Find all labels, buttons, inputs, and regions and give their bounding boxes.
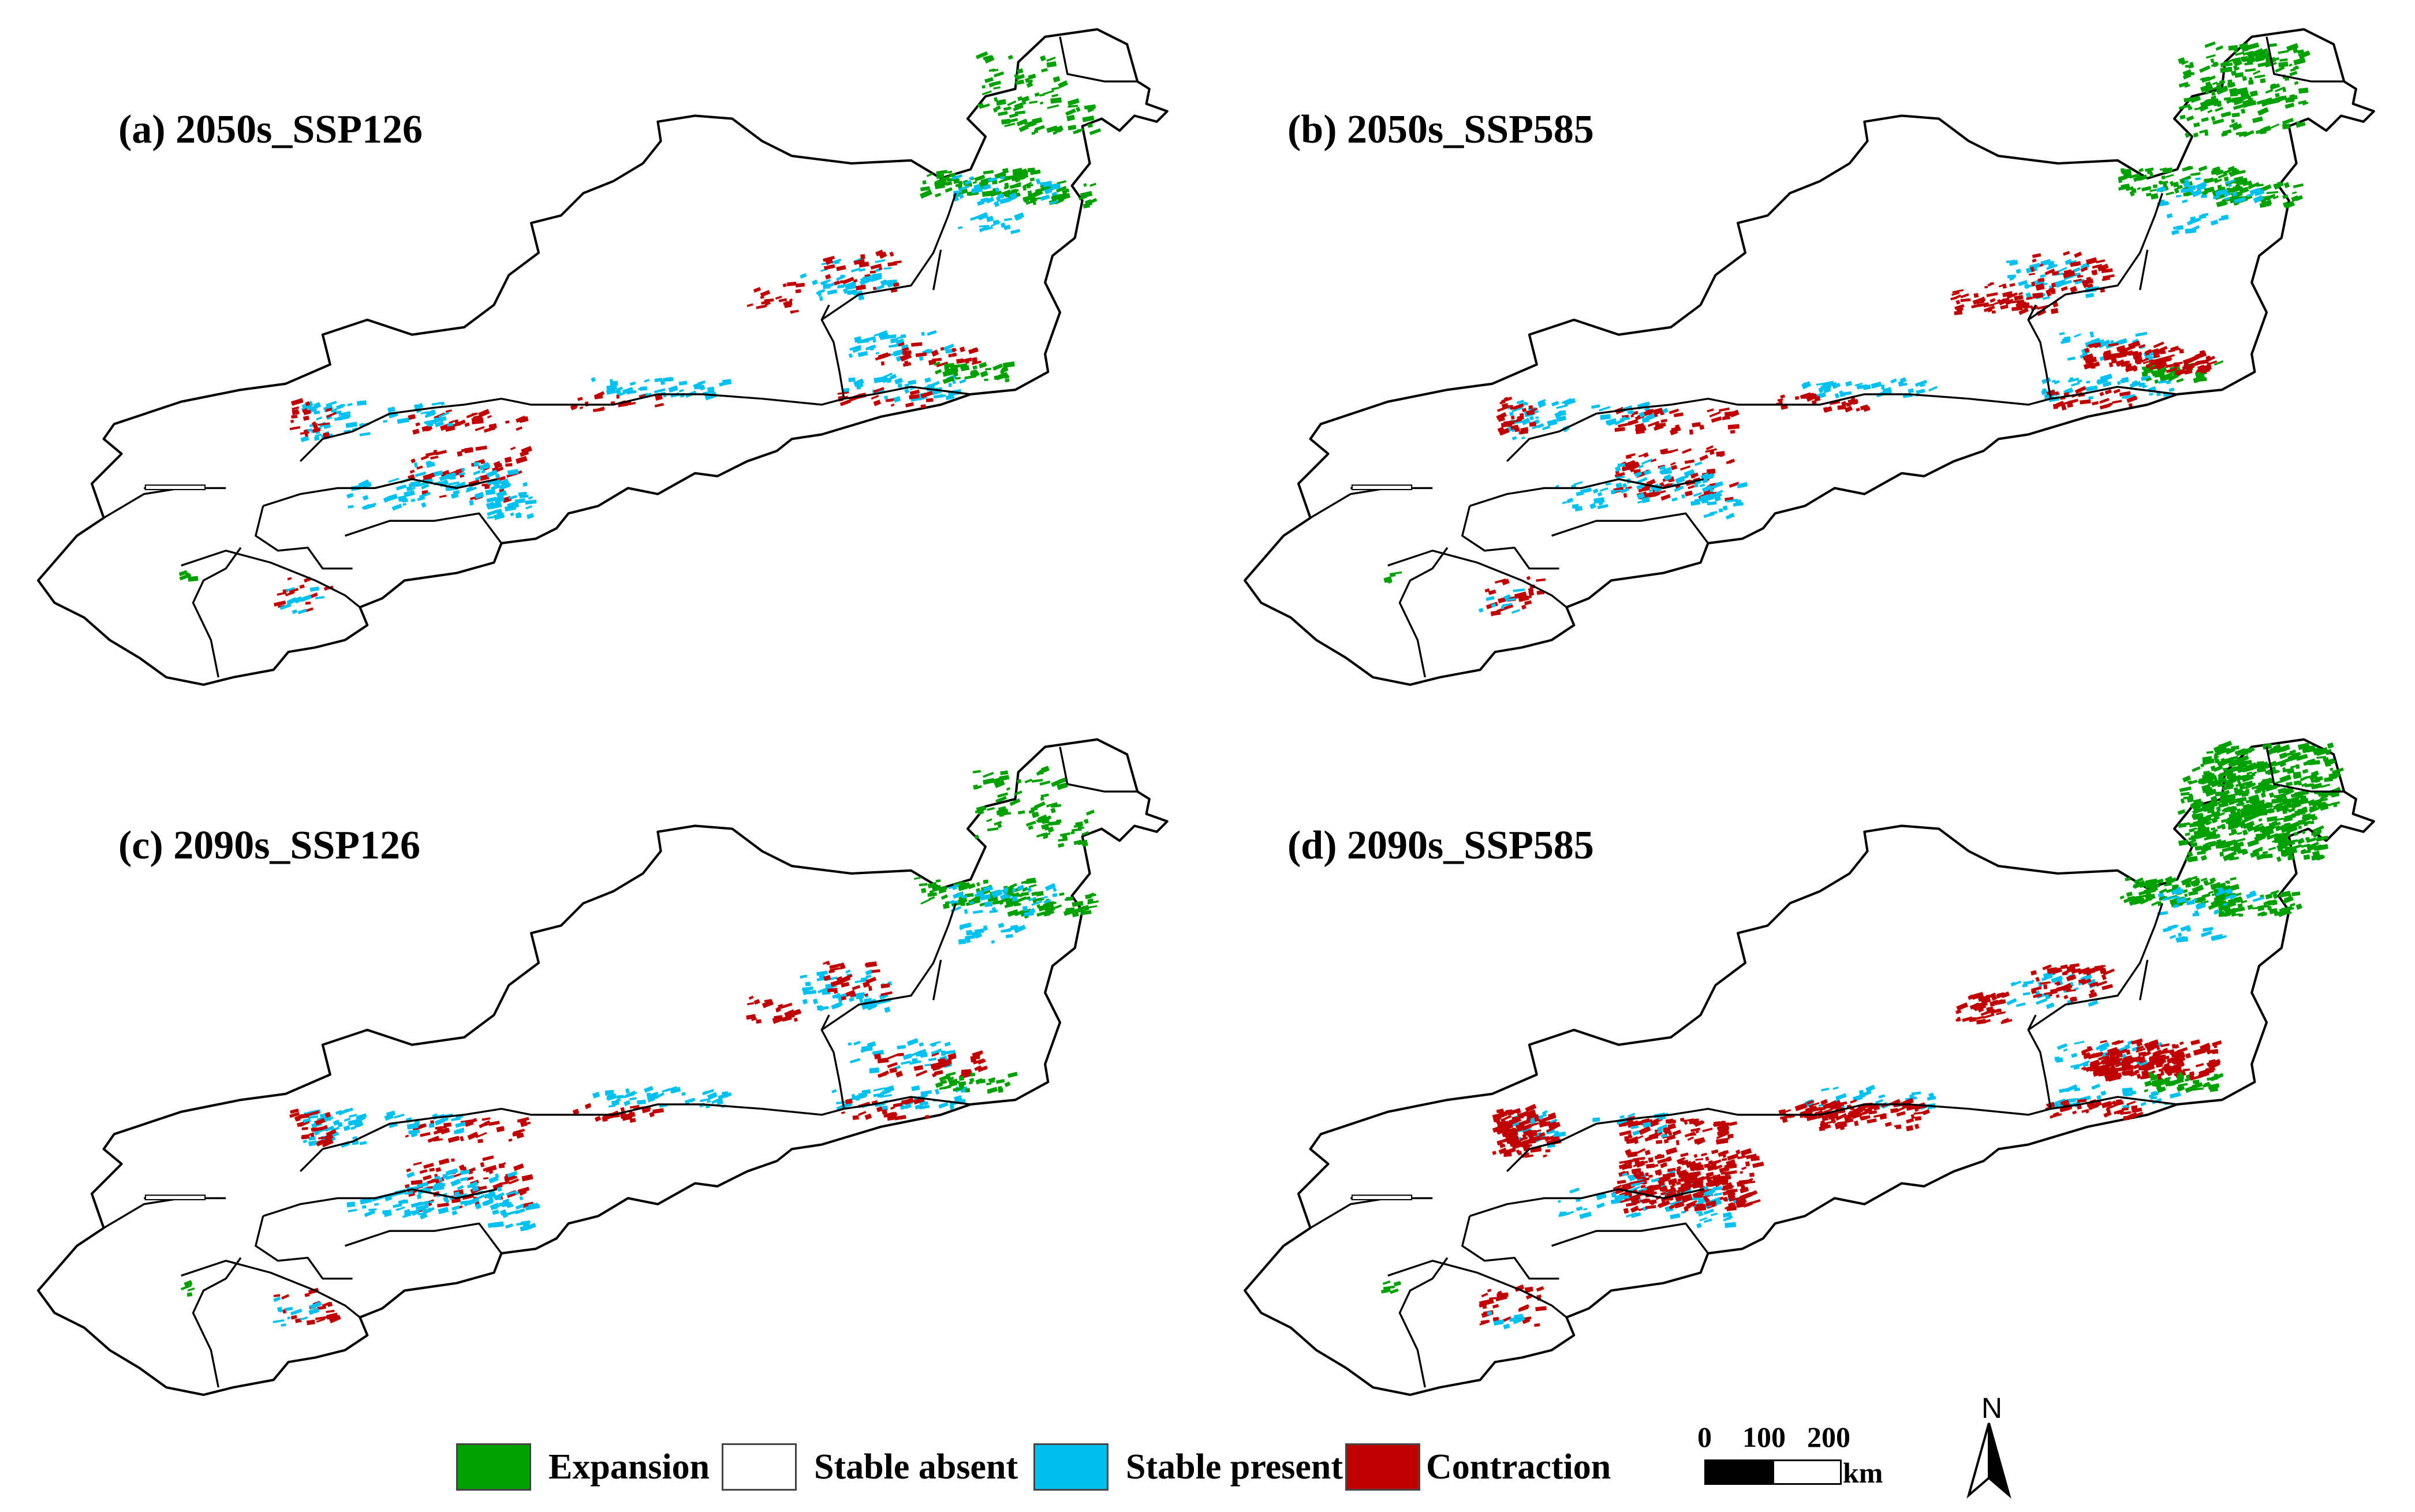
internal-boundary	[181, 1260, 361, 1319]
internal-boundary	[932, 249, 942, 290]
internal-boundary	[300, 386, 971, 462]
habitat-change-raster	[181, 766, 1099, 1327]
region-outline	[37, 738, 1169, 1397]
legend-swatch-contraction	[1345, 1443, 1420, 1491]
internal-boundary	[2265, 36, 2345, 83]
internal-boundary	[1461, 1215, 1559, 1280]
internal-boundary	[1387, 1260, 1567, 1319]
panel-title-c: (c) 2090s_SSP126	[118, 823, 421, 868]
internal-boundary	[345, 512, 502, 544]
north-arrow: N	[1957, 1391, 2032, 1501]
scale-tick-200: 200	[1807, 1421, 1850, 1453]
internal-boundary	[1551, 1222, 1709, 1254]
map-c	[37, 738, 1169, 1397]
region-outline	[37, 28, 1169, 686]
internal-boundary	[2027, 1014, 2052, 1109]
internal-boundary	[820, 1014, 845, 1109]
internal-boundary	[932, 960, 942, 1000]
scale-tick-100: 100	[1742, 1421, 1786, 1453]
internal-boundary	[1059, 746, 1138, 793]
legend-label-stable-present: Stable present	[1126, 1447, 1343, 1487]
habitat-change-raster	[1380, 740, 2344, 1330]
internal-boundary	[820, 304, 845, 399]
internal-boundary	[2139, 249, 2149, 290]
region-outline	[1244, 738, 2375, 1397]
map-panel-a: (a) 2050s_SSP126	[6, 6, 1195, 722]
scale-segment-black	[1704, 1459, 1774, 1485]
internal-boundary	[2139, 960, 2149, 1000]
internal-boundary	[2028, 193, 2163, 321]
internal-boundary	[2028, 903, 2163, 1031]
map-a	[37, 28, 1169, 686]
map-panel-d: (d) 2090s_SSP585	[1212, 716, 2402, 1432]
internal-boundary	[1387, 550, 1567, 608]
internal-boundary	[1461, 505, 1559, 570]
habitat-change-raster	[1383, 41, 2311, 617]
scale-bar: 0 100 200 km	[1697, 1420, 1917, 1501]
scale-tick-0: 0	[1697, 1421, 1712, 1453]
scale-unit: km	[1843, 1457, 1883, 1489]
internal-boundary	[1398, 547, 1449, 678]
legend-swatch-expansion	[456, 1443, 531, 1491]
legend: Expansion Stable absent Stable present C…	[456, 1443, 1611, 1495]
internal-boundary	[1398, 1257, 1449, 1388]
internal-boundary	[181, 550, 361, 608]
internal-boundary	[2027, 304, 2052, 399]
map-panel-c: (c) 2090s_SSP126	[6, 716, 1195, 1432]
legend-swatch-stable-present	[1033, 1443, 1108, 1491]
internal-boundary	[821, 193, 957, 321]
habitat-change-raster	[178, 51, 1102, 614]
internal-boundary	[263, 1188, 498, 1217]
internal-boundary	[1059, 36, 1138, 83]
internal-boundary	[1469, 478, 1704, 507]
legend-label-expansion: Expansion	[548, 1447, 710, 1487]
region-outline	[1244, 28, 2375, 686]
north-letter: N	[1981, 1392, 2003, 1424]
internal-boundary	[1469, 1188, 1704, 1217]
north-arrow-icon	[1966, 1423, 2011, 1499]
internal-boundary	[821, 903, 957, 1031]
internal-boundary	[300, 1096, 971, 1173]
legend-swatch-stable-absent	[722, 1443, 797, 1491]
scale-segment-white	[1772, 1459, 1842, 1485]
internal-boundary	[345, 1222, 502, 1254]
legend-label-contraction: Contraction	[1426, 1447, 1611, 1487]
internal-boundary	[263, 478, 498, 507]
panel-title-d: (d) 2090s_SSP585	[1287, 823, 1594, 868]
legend-label-stable-absent: Stable absent	[814, 1447, 1018, 1487]
internal-boundary	[2265, 746, 2345, 793]
internal-boundary	[192, 547, 242, 678]
internal-boundary	[255, 505, 353, 570]
panel-title-b: (b) 2050s_SSP585	[1287, 107, 1594, 152]
internal-boundary	[1506, 386, 2178, 462]
internal-boundary	[1551, 512, 1709, 544]
panel-title-a: (a) 2050s_SSP126	[118, 107, 423, 152]
internal-boundary	[255, 1215, 353, 1280]
map-b	[1244, 28, 2375, 686]
map-panel-b: (b) 2050s_SSP585	[1212, 6, 2402, 722]
internal-boundary	[1506, 1096, 2178, 1173]
internal-boundary	[192, 1257, 242, 1388]
map-d	[1244, 738, 2375, 1397]
